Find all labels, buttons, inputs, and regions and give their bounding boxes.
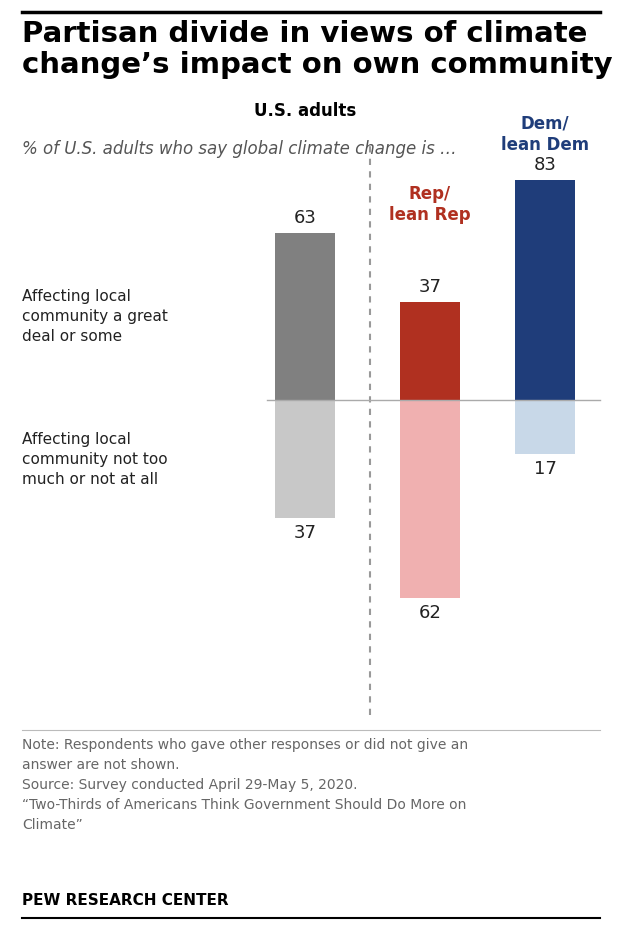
Text: U.S. adults: U.S. adults (254, 102, 356, 120)
Text: Affecting local
community not too
much or not at all: Affecting local community not too much o… (22, 432, 167, 486)
Text: PEW RESEARCH CENTER: PEW RESEARCH CENTER (22, 893, 229, 908)
Text: Rep/
lean Rep: Rep/ lean Rep (389, 185, 471, 224)
Text: 17: 17 (534, 460, 556, 478)
Bar (275, 233, 335, 400)
Text: % of U.S. adults who say global climate change is …: % of U.S. adults who say global climate … (22, 140, 456, 158)
Bar (400, 302, 460, 400)
Text: 62: 62 (418, 604, 441, 622)
Text: 37: 37 (293, 525, 316, 542)
Bar (515, 180, 575, 400)
Text: Partisan divide in views of climate
change’s impact on own community: Partisan divide in views of climate chan… (22, 20, 613, 79)
Text: 83: 83 (534, 156, 556, 174)
Text: 37: 37 (418, 278, 441, 296)
Text: Affecting local
community a great
deal or some: Affecting local community a great deal o… (22, 289, 168, 344)
Bar (515, 400, 575, 455)
Bar (275, 400, 335, 518)
Text: 63: 63 (293, 209, 316, 227)
Text: Dem/
lean Dem: Dem/ lean Dem (501, 115, 589, 153)
Bar (400, 400, 460, 598)
Text: Note: Respondents who gave other responses or did not give an
answer are not sho: Note: Respondents who gave other respons… (22, 738, 468, 832)
